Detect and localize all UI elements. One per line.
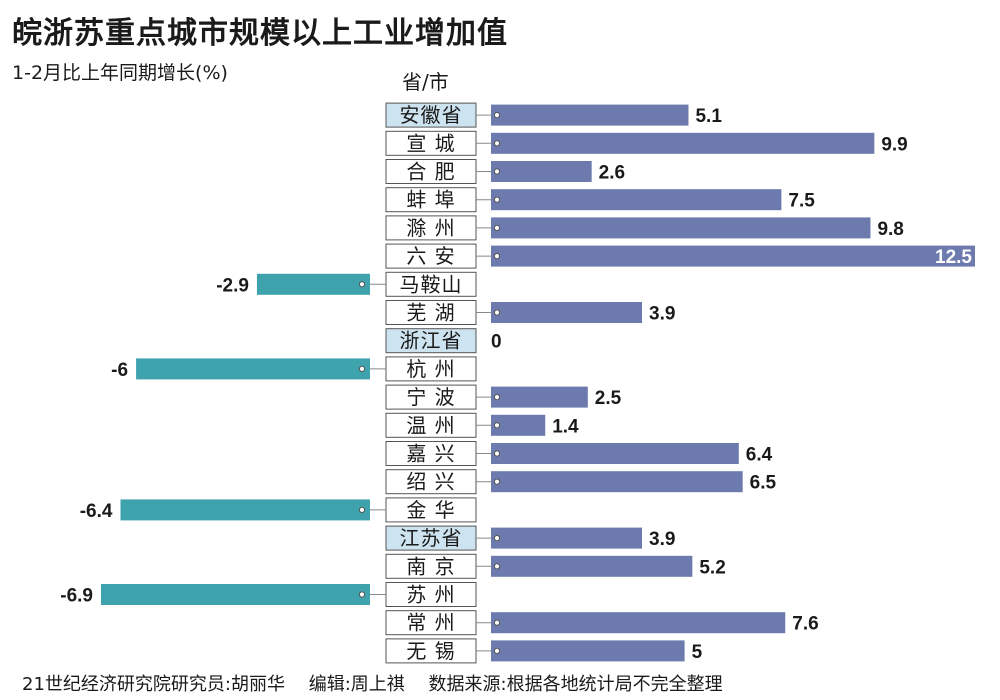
bar-anchor-dot (358, 591, 366, 598)
category-label-box (385, 271, 477, 297)
bar-anchor-dot (358, 365, 366, 372)
category-label-box (385, 441, 477, 466)
bar-positive (491, 612, 786, 634)
bar-anchor-dot (493, 112, 501, 119)
bar-anchor-dot (493, 563, 501, 570)
category-label: 蚌 埠 (406, 188, 455, 212)
category-label-box (385, 187, 477, 213)
category-label-box (385, 300, 477, 325)
category-label: 苏 州 (406, 583, 455, 607)
bar-positive (491, 217, 871, 239)
bar-positive (491, 443, 739, 464)
category-label-box (385, 328, 477, 354)
category-label: 常 州 (406, 611, 455, 635)
value-label: 2.6 (599, 163, 625, 184)
value-label: 7.6 (792, 614, 818, 635)
category-label-box (385, 582, 477, 607)
value-label: 7.5 (788, 191, 815, 212)
category-label: 温 州 (406, 413, 455, 437)
category-label: 金 华 (406, 498, 455, 522)
category-label-box (385, 610, 477, 636)
category-label: 南 京 (406, 554, 455, 578)
category-label: 绍 兴 (406, 470, 455, 494)
bar-anchor-dot (358, 281, 366, 288)
bar-anchor-dot (493, 140, 501, 147)
category-label: 嘉 兴 (406, 442, 455, 466)
category-label: 杭 州 (406, 357, 455, 381)
footer-source: 数据来源:根据各地统计局不完全整理 (428, 674, 723, 695)
column-header: 省/市 (402, 70, 449, 94)
chart-subtitle: 1-2月比上年同期增长(%) (12, 62, 228, 84)
bar-negative (136, 358, 370, 380)
bar-positive (491, 161, 592, 182)
bar-positive (491, 104, 689, 126)
value-label: 6.4 (746, 445, 773, 466)
category-label: 六 安 (406, 244, 455, 268)
category-label-box (385, 384, 477, 410)
bar-anchor-dot (358, 506, 366, 513)
value-label: 2.5 (595, 388, 622, 409)
category-label: 宣 城 (406, 131, 455, 155)
category-label: 江苏省 (400, 526, 463, 550)
bar-positive (491, 640, 685, 662)
bar-positive (491, 471, 743, 493)
category-label: 无 锡 (406, 639, 455, 663)
bar-positive (491, 386, 588, 408)
bar-positive (491, 302, 643, 323)
bar-positive (491, 132, 875, 154)
value-label: -6.4 (80, 501, 113, 522)
footer-editor: 编辑:周上祺 (308, 674, 405, 695)
bar-anchor-dot (493, 309, 501, 316)
category-label: 芜 湖 (406, 301, 455, 325)
value-label: 9.8 (877, 219, 903, 240)
value-label: 3.9 (649, 304, 675, 325)
bar-anchor-dot (493, 253, 501, 260)
category-label: 合 肥 (406, 160, 455, 184)
value-label: 3.9 (649, 529, 675, 550)
bar-anchor-dot (493, 450, 501, 457)
chart-title: 皖浙苏重点城市规模以上工业增加值 (12, 16, 508, 51)
category-label-box (385, 469, 477, 495)
bar-positive (491, 414, 546, 436)
category-label-box (385, 553, 477, 579)
category-label: 马鞍山 (400, 272, 463, 296)
value-label: 5 (692, 642, 703, 663)
bar-anchor-dot (493, 224, 501, 231)
bar-anchor-dot (493, 394, 501, 401)
value-label: 5.2 (699, 557, 725, 578)
bar-positive (491, 189, 782, 211)
category-label-box (385, 497, 477, 523)
bar-positive (491, 527, 643, 549)
value-label: 9.9 (881, 134, 907, 155)
bar-anchor-dot (493, 478, 501, 485)
value-label: -6 (111, 360, 128, 381)
bar-anchor-dot (493, 168, 501, 175)
value-label: 12.5 (935, 247, 972, 268)
bar-negative (101, 584, 370, 605)
bar-positive (491, 555, 693, 577)
category-label-box (385, 638, 477, 664)
bar-anchor-dot (493, 535, 501, 542)
bar-anchor-dot (493, 619, 501, 626)
category-label: 宁 波 (406, 385, 455, 409)
category-label: 滁 州 (406, 216, 455, 240)
category-label-box (385, 356, 477, 382)
bar-anchor-dot (493, 196, 501, 203)
value-label: 6.5 (750, 473, 777, 494)
bar-positive (491, 245, 975, 267)
bar-negative (256, 273, 370, 295)
value-label: 0 (491, 332, 502, 353)
footer: 21世纪经济研究院研究员:胡丽华 编辑:周上祺 数据来源:根据各地统计局不完全整… (22, 670, 741, 696)
bar-anchor-dot (493, 647, 501, 655)
category-label: 浙江省 (400, 329, 463, 353)
value-label: -6.9 (60, 586, 93, 607)
category-label: 安徽省 (400, 103, 463, 127)
value-label: 1.4 (552, 416, 579, 437)
value-label: 5.1 (695, 106, 722, 127)
bar-anchor-dot (493, 422, 501, 429)
footer-researcher: 21世纪经济研究院研究员:胡丽华 (22, 674, 285, 695)
bar-negative (120, 499, 370, 521)
value-label: -2.9 (216, 275, 249, 296)
